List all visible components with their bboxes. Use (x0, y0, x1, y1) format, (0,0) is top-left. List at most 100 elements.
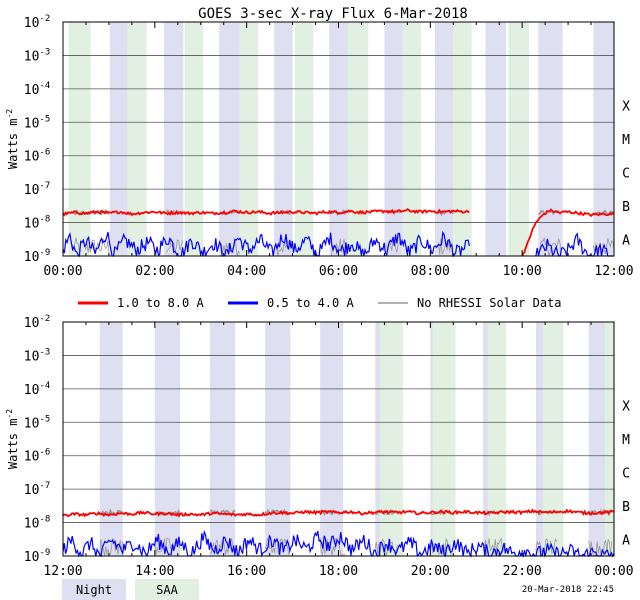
flare-class-label: A (622, 533, 630, 548)
night-band (384, 22, 403, 256)
no-rhessi-trace (436, 238, 454, 255)
saa-band (379, 322, 403, 556)
long-channel-no-rhessi-trace (99, 508, 124, 517)
x-tick-label: 18:00 (319, 564, 358, 579)
no-rhessi-trace (319, 537, 346, 556)
saa-band (453, 22, 472, 256)
panel-afternoon: 12:00 14:00 16:00 18:00 20:00 22:00 00:00 10-2 1… (5, 314, 634, 579)
legend: 1.0 to 8.0 A 0.5 to 4.0 A No RHESSI Sola… (78, 296, 562, 310)
long-channel-no-rhessi-trace (592, 209, 615, 216)
no-rhessi-trace (535, 538, 557, 556)
flare-class-label: X (622, 400, 630, 415)
night-band (164, 22, 184, 256)
y-axis-label: Watts m-2 (5, 109, 20, 169)
y-tick-label: 10-8 (24, 215, 51, 232)
night-band (329, 22, 350, 256)
x-tick-label: 10:00 (503, 264, 542, 279)
x-tick-label: 20:00 (411, 564, 450, 579)
timestamp: 20-Mar-2018 22:45 (522, 585, 614, 595)
chart-title: GOES 3-sec X-ray Flux 6-Mar-2018 (198, 6, 468, 22)
y-tick-label: 10-4 (24, 81, 51, 98)
night-band (99, 322, 123, 556)
y-tick-label: 10-4 (24, 381, 51, 398)
flare-class-label: B (622, 200, 630, 215)
x-tick-label: 22:00 (503, 564, 542, 579)
flare-class-label: C (622, 466, 630, 481)
long-channel-trace (62, 208, 470, 217)
legend-long-label: 1.0 to 8.0 A (117, 296, 204, 310)
saa-band (127, 22, 147, 256)
saa-band (487, 322, 507, 556)
flare-class-label: M (622, 133, 630, 148)
long-channel-trace (62, 508, 615, 518)
legend-short-label: 0.5 to 4.0 A (267, 296, 354, 310)
y-tick-label: 10-3 (24, 347, 51, 364)
no-rhessi-trace (99, 538, 124, 556)
saa-band (68, 22, 91, 256)
y-tick-label: 10-2 (24, 14, 51, 31)
saa-band (542, 322, 564, 556)
legend-none-label: No RHESSI Solar Data (417, 296, 562, 310)
y-tick-label: 10-3 (24, 47, 51, 64)
night-legend-swatch (62, 579, 126, 600)
y-tick-label: 10-8 (24, 515, 51, 532)
x-tick-label: 06:00 (319, 264, 358, 279)
night-band (219, 22, 240, 256)
flare-class-label: A (622, 233, 630, 248)
y-tick-label: 10-5 (24, 114, 51, 131)
saa-band (604, 322, 614, 556)
saa-band (184, 22, 204, 256)
flare-class-label: X (622, 100, 630, 115)
y-tick-label: 10-6 (24, 148, 51, 165)
y-tick-label: 10-9 (24, 548, 51, 565)
y-tick-label: 10-2 (24, 314, 51, 331)
x-tick-label: 08:00 (411, 264, 450, 279)
night-band (434, 22, 454, 256)
x-tick-label: 12:00 (43, 564, 82, 579)
panel-morning: 00:00 02:00 04:00 06:00 08:00 10:00 12:00 10-2 1… (5, 14, 634, 279)
night-band (154, 322, 181, 556)
no-rhessi-trace (264, 538, 291, 556)
night-band (593, 22, 614, 256)
saa-band (508, 22, 530, 256)
saa-band (402, 22, 422, 256)
y-tick-label: 10-9 (24, 248, 51, 265)
flare-class-label: C (622, 166, 630, 181)
no-rhessi-trace (71, 237, 91, 253)
x-tick-label: 16:00 (227, 564, 266, 579)
night-band (320, 322, 344, 556)
band-legend: Night SAA (62, 579, 199, 600)
night-band (209, 322, 236, 556)
flare-class-label: B (622, 500, 630, 515)
night-band (485, 22, 507, 256)
x-tick-label: 00:00 (43, 264, 82, 279)
short-channel-trace (62, 230, 470, 258)
flare-class-label: M (622, 433, 630, 448)
x-tick-label: 02:00 (135, 264, 174, 279)
y-tick-label: 10-5 (24, 414, 51, 431)
no-rhessi-trace (90, 238, 110, 255)
no-rhessi-trace (588, 538, 613, 557)
y-axis-label: Watts m-2 (5, 409, 20, 469)
no-rhessi-trace (165, 238, 183, 254)
y-tick-label: 10-7 (24, 481, 51, 498)
short-channel-trace (535, 232, 614, 257)
night-band (538, 22, 563, 256)
saa-band (432, 322, 456, 556)
night-band (109, 22, 130, 256)
night-band (274, 22, 293, 256)
saa-band (294, 22, 314, 256)
saa-legend-swatch (135, 579, 199, 600)
y-tick-label: 10-6 (24, 448, 51, 465)
saa-legend-label: SAA (156, 583, 178, 597)
x-tick-label: 12:00 (594, 264, 633, 279)
long-channel-trace (521, 208, 615, 257)
saa-band (347, 22, 369, 256)
night-band (265, 322, 291, 556)
no-rhessi-trace (537, 237, 562, 257)
no-rhessi-trace (276, 240, 291, 256)
saa-band (239, 22, 259, 256)
y-tick-label: 10-7 (24, 181, 51, 198)
night-legend-label: Night (76, 583, 112, 597)
